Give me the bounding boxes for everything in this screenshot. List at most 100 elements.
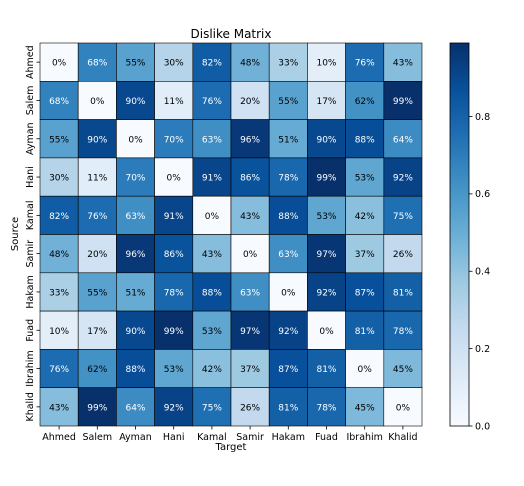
- cell-value-label: 62%: [355, 97, 375, 107]
- x-tick-label: Salem: [83, 432, 113, 443]
- heatmap-cell: [383, 157, 423, 197]
- heatmap-cell: [116, 234, 155, 274]
- cell-value-label: 96%: [240, 135, 260, 145]
- cell-value-label: 51%: [278, 135, 298, 145]
- cell-value-label: 81%: [278, 403, 298, 413]
- y-tick-label: Samir: [25, 240, 36, 268]
- cell-value-label: 30%: [164, 59, 184, 69]
- y-tick-label: Salem: [25, 86, 36, 116]
- cell-value-label: 64%: [125, 403, 145, 413]
- cell-value-label: 88%: [278, 212, 298, 222]
- cell-value-label: 0%: [243, 250, 258, 260]
- y-axis-label: Source: [10, 217, 21, 251]
- cell-value-label: 92%: [164, 403, 184, 413]
- heatmap-cell: [116, 310, 155, 350]
- heatmap-cell: [154, 349, 194, 388]
- cell-value-label: 11%: [87, 174, 107, 184]
- heatmap-cell: [77, 310, 117, 350]
- x-tick-label: Khalid: [388, 432, 417, 443]
- heatmap-cell: [268, 195, 308, 235]
- cell-value-label: 90%: [87, 135, 107, 145]
- x-tick-label: Ahmed: [42, 432, 76, 443]
- cell-value-label: 76%: [355, 59, 375, 69]
- heatmap-cell: [307, 157, 346, 197]
- cell-value-label: 78%: [316, 403, 336, 413]
- cell-value-label: 68%: [87, 59, 107, 69]
- cell-value-label: 0%: [52, 59, 67, 69]
- cell-value-label: 86%: [164, 250, 184, 260]
- heatmap-cell: [230, 272, 270, 312]
- cell-value-label: 76%: [87, 212, 107, 222]
- colorbar-ticks: 0.0 0.2 0.4 0.6 0.8: [469, 112, 490, 432]
- cell-value-label: 45%: [393, 365, 413, 375]
- cell-value-label: 53%: [202, 327, 222, 337]
- cell-value-label: 92%: [278, 327, 298, 337]
- y-axis-ticks: Ahmed Salem Ayman Hani Kamal Samir Hakam Fuad Ib…: [25, 45, 40, 422]
- cell-value-label: 20%: [87, 250, 107, 260]
- chart-title: Dislike Matrix: [191, 27, 272, 41]
- heatmap-cell: [345, 387, 385, 427]
- cell-value-label: 87%: [355, 288, 375, 298]
- cell-value-label: 11%: [164, 97, 184, 107]
- heatmap-cell: [383, 349, 423, 388]
- cell-value-label: 76%: [202, 97, 222, 107]
- cell-value-label: 64%: [393, 135, 413, 145]
- cell-value-label: 70%: [125, 174, 145, 184]
- heatmap-cell: [268, 119, 308, 159]
- heatmap-cell: [268, 272, 308, 312]
- cell-value-label: 26%: [240, 403, 260, 413]
- heatmap-cell: [39, 272, 79, 312]
- heatmap-cell: [268, 387, 308, 427]
- heatmap-cell: [39, 157, 79, 197]
- y-tick-label: Hakam: [25, 275, 36, 308]
- cell-value-label: 90%: [125, 327, 145, 337]
- x-tick-label: Ayman: [119, 432, 152, 443]
- cell-value-label: 88%: [355, 135, 375, 145]
- cell-value-label: 88%: [125, 365, 145, 375]
- x-tick-label: Kamal: [197, 432, 227, 443]
- cell-value-label: 55%: [125, 59, 145, 69]
- heatmap-cell: [116, 195, 155, 235]
- heatmap-cell: [345, 272, 385, 312]
- cell-value-label: 78%: [278, 174, 298, 184]
- cell-value-label: 26%: [393, 250, 413, 260]
- cell-value-label: 51%: [125, 288, 145, 298]
- y-tick-label: Ayman: [25, 122, 36, 155]
- cell-value-label: 91%: [202, 174, 222, 184]
- cell-value-label: 91%: [164, 212, 184, 222]
- cell-value-label: 97%: [316, 250, 336, 260]
- heatmap-cell: [77, 119, 117, 159]
- x-tick-label: Hani: [163, 432, 185, 443]
- cell-value-label: 37%: [355, 250, 375, 260]
- cell-value-label: 90%: [125, 97, 145, 107]
- cell-value-label: 42%: [202, 365, 222, 375]
- cell-value-label: 0%: [281, 288, 296, 298]
- cell-value-label: 20%: [240, 97, 260, 107]
- cell-value-label: 96%: [125, 250, 145, 260]
- cell-value-label: 43%: [393, 59, 413, 69]
- cell-value-label: 70%: [164, 135, 184, 145]
- heatmap-cell: [383, 119, 423, 159]
- cell-value-label: 0%: [205, 212, 220, 222]
- cell-value-label: 78%: [164, 288, 184, 298]
- heatmap-cell: [77, 42, 117, 82]
- heatmap-cell: [345, 119, 385, 159]
- heatmap-cell: [383, 310, 423, 350]
- y-tick-label: Kamal: [25, 201, 36, 231]
- cell-value-label: 0%: [358, 365, 373, 375]
- heatmap-cell: [307, 272, 346, 312]
- cell-value-label: 75%: [202, 403, 222, 413]
- cell-value-label: 88%: [202, 288, 222, 298]
- cell-value-label: 37%: [240, 365, 260, 375]
- cell-value-label: 81%: [393, 288, 413, 298]
- cell-value-label: 78%: [393, 327, 413, 337]
- heatmap-cell: [192, 195, 232, 235]
- heatmap-cell: [192, 310, 232, 350]
- cell-value-label: 97%: [240, 327, 260, 337]
- cell-value-label: 99%: [164, 327, 184, 337]
- heatmap-cell: [39, 119, 79, 159]
- cell-value-label: 48%: [49, 250, 69, 260]
- cell-value-label: 45%: [355, 403, 375, 413]
- cell-value-label: 99%: [87, 403, 107, 413]
- heatmap-cells: 0% 68% 55% 30% 82% 48% 33% 10% 76% 43% 68% 0% 90% 11%…: [39, 42, 423, 427]
